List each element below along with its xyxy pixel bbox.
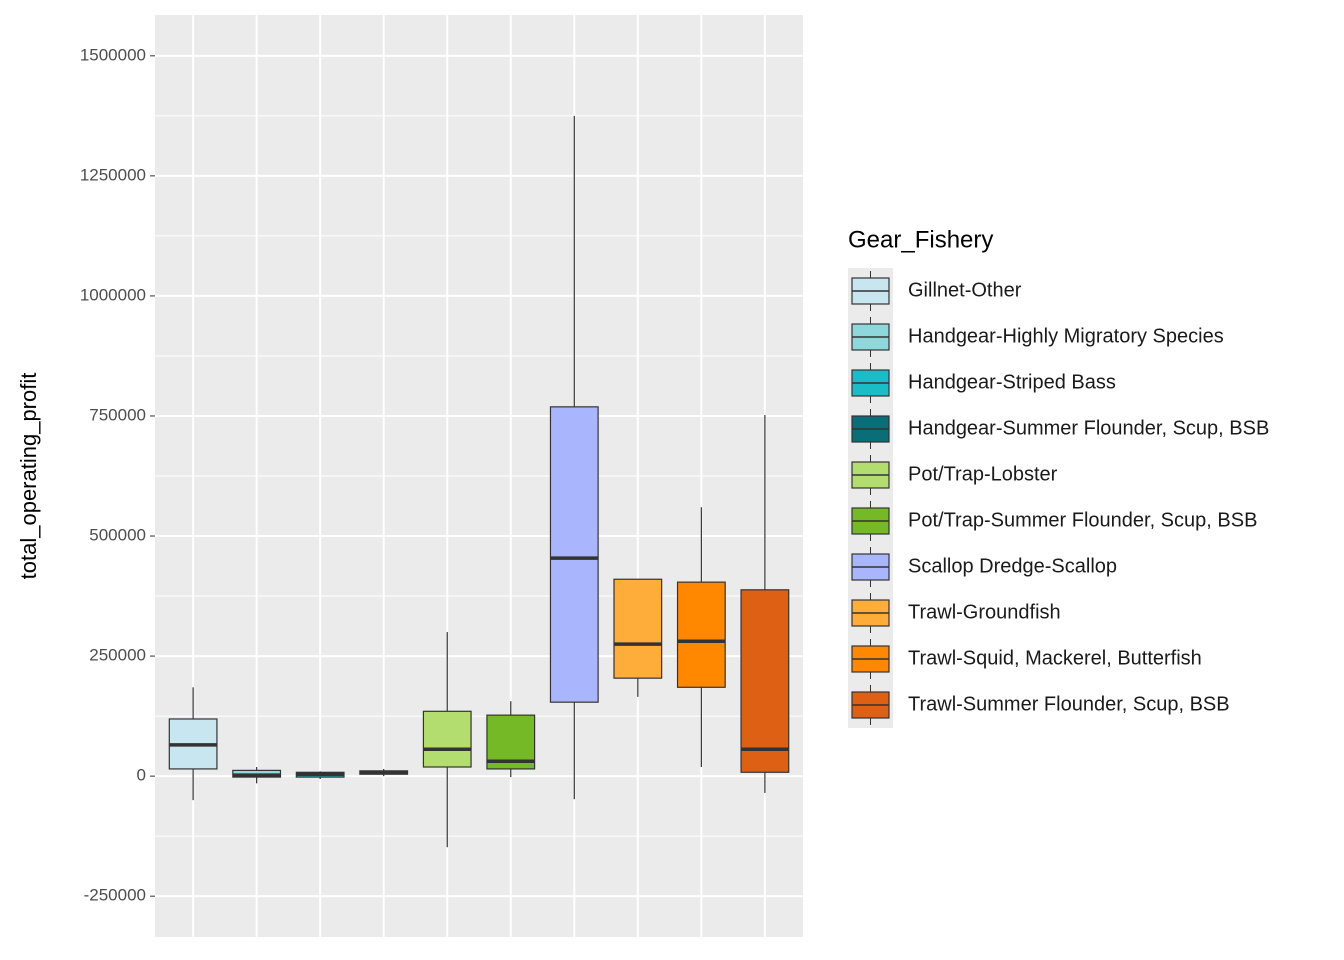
y-tick-label: 1500000 [80, 45, 146, 64]
box [422, 710, 472, 768]
y-tick-label: 0 [137, 766, 146, 785]
box [549, 406, 599, 703]
legend-label: Scallop Dredge-Scallop [908, 555, 1117, 577]
legend-title: Gear_Fishery [848, 226, 993, 253]
legend-label: Trawl-Squid, Mackerel, Butterfish [908, 647, 1202, 669]
legend: Gillnet-Other Handgear-Highly Migratory S… [848, 268, 1269, 728]
legend-label: Trawl-Groundfish [908, 601, 1061, 623]
legend-label: Pot/Trap-Summer Flounder, Scup, BSB [908, 509, 1257, 531]
legend-label: Trawl-Summer Flounder, Scup, BSB [908, 693, 1230, 715]
legend-label: Handgear-Highly Migratory Species [908, 325, 1224, 347]
legend-label: Handgear-Striped Bass [908, 371, 1116, 393]
y-tick-label: 1000000 [80, 285, 146, 304]
box [740, 589, 790, 773]
y-tick-label: 750000 [89, 405, 146, 424]
y-tick-label: 500000 [89, 526, 146, 545]
y-axis-title: total_operating_profit [16, 373, 41, 580]
box [676, 581, 726, 688]
y-tick-label: 250000 [89, 646, 146, 665]
marks [168, 115, 790, 848]
y-tick-label: 1250000 [80, 165, 146, 184]
box [613, 578, 663, 679]
legend-label: Gillnet-Other [908, 279, 1022, 301]
legend-label: Pot/Trap-Lobster [908, 463, 1058, 485]
y-tick-label: -250000 [84, 886, 146, 905]
legend-label: Handgear-Summer Flounder, Scup, BSB [908, 417, 1269, 439]
